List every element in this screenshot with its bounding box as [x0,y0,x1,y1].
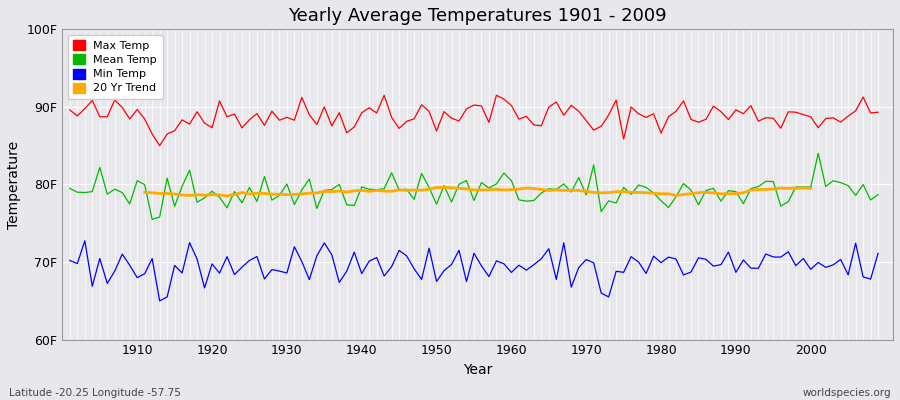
Y-axis label: Temperature: Temperature [7,140,21,228]
Text: worldspecies.org: worldspecies.org [803,388,891,398]
Text: Latitude -20.25 Longitude -57.75: Latitude -20.25 Longitude -57.75 [9,388,181,398]
Legend: Max Temp, Mean Temp, Min Temp, 20 Yr Trend: Max Temp, Mean Temp, Min Temp, 20 Yr Tre… [68,35,163,99]
Title: Yearly Average Temperatures 1901 - 2009: Yearly Average Temperatures 1901 - 2009 [288,7,667,25]
X-axis label: Year: Year [463,363,492,377]
